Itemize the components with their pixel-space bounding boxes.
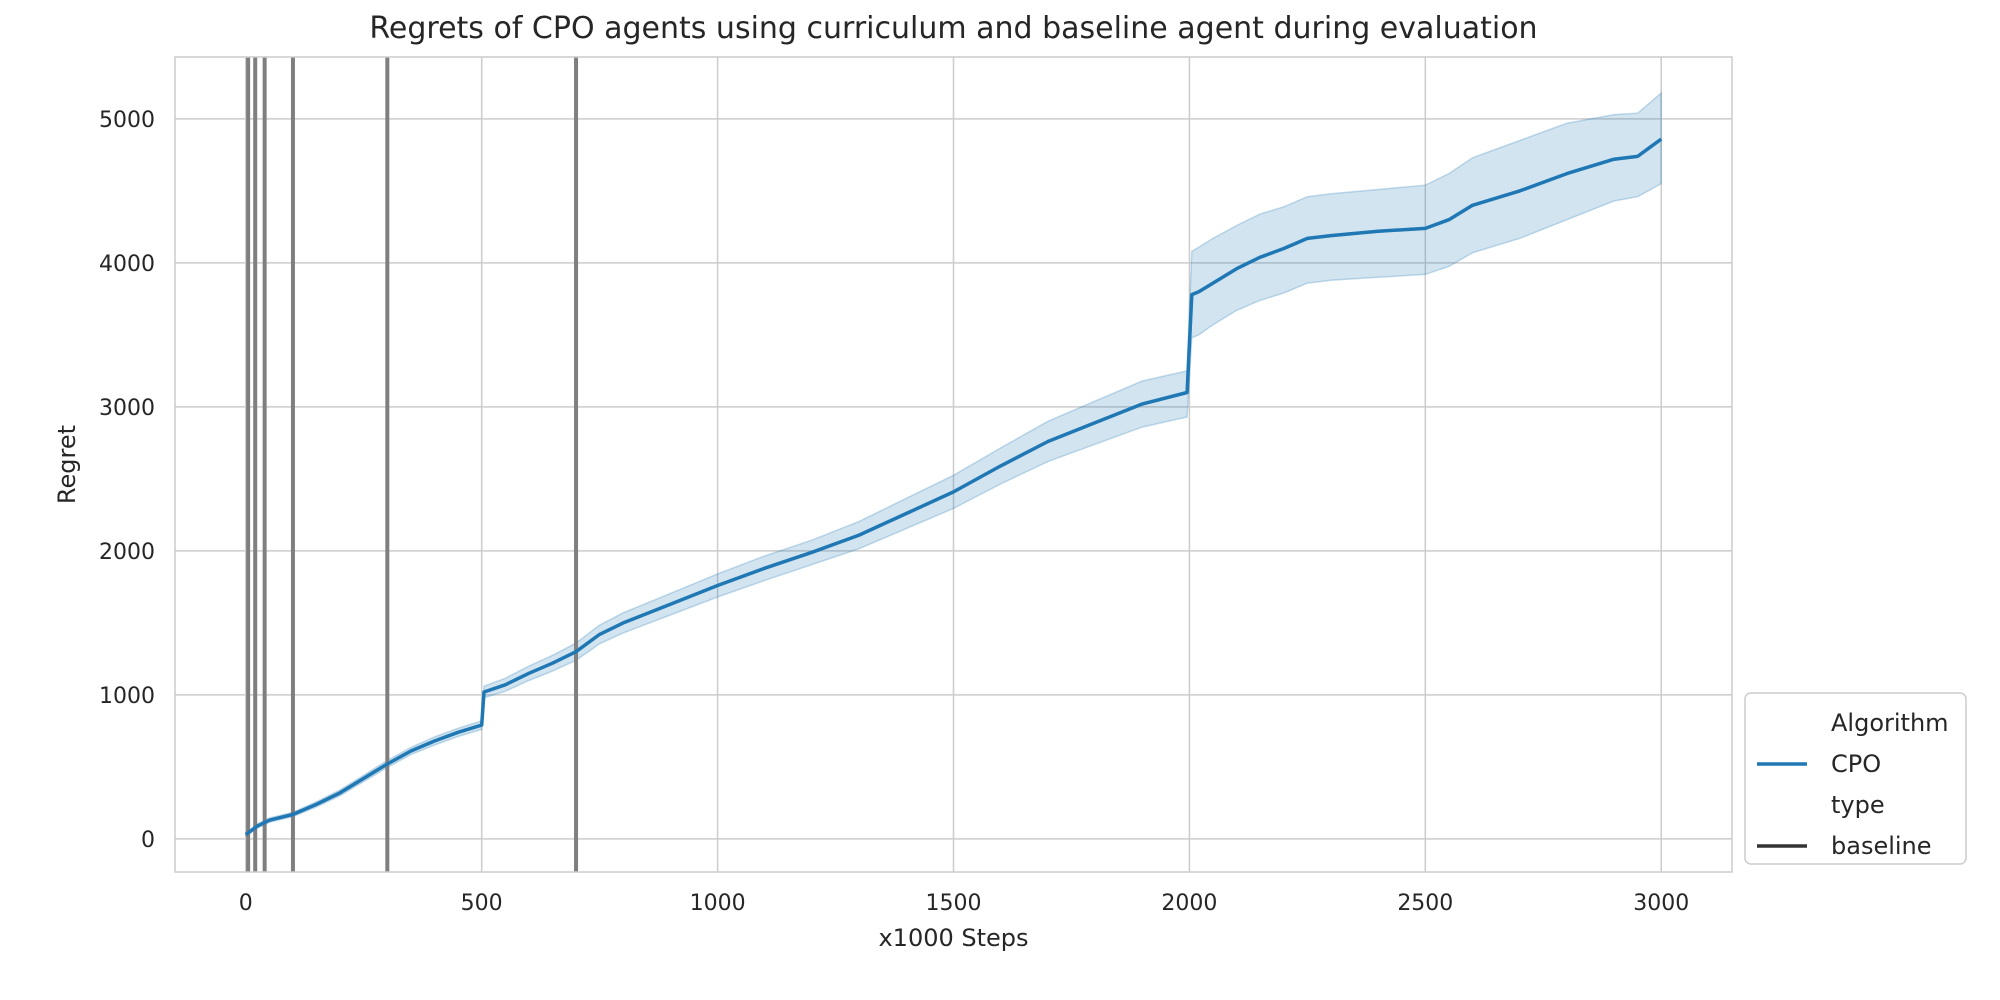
legend-entry-type: type bbox=[1831, 791, 1885, 819]
legend-entry-baseline: baseline bbox=[1831, 832, 1932, 860]
y-tick-label: 0 bbox=[141, 828, 155, 853]
legend-entry-algorithm: Algorithm bbox=[1831, 709, 1949, 737]
y-tick-labels: 0 1000 2000 3000 4000 5000 bbox=[99, 108, 155, 853]
legend-entry-cpo: CPO bbox=[1831, 750, 1881, 778]
series-lines bbox=[244, 137, 1663, 837]
x-axis-label: x1000 Steps bbox=[878, 924, 1028, 952]
x-tick-label: 3000 bbox=[1633, 891, 1689, 916]
y-tick-label: 1000 bbox=[99, 684, 155, 709]
y-tick-label: 3000 bbox=[99, 396, 155, 421]
y-tick-label: 4000 bbox=[99, 252, 155, 277]
x-tick-label: 1500 bbox=[926, 891, 982, 916]
x-tick-label: 2500 bbox=[1397, 891, 1453, 916]
y-tick-label: 2000 bbox=[99, 540, 155, 565]
x-tick-label: 500 bbox=[461, 891, 503, 916]
legend: Algorithm CPO type baseline bbox=[1744, 692, 1967, 865]
plot-frame bbox=[174, 56, 1733, 873]
x-tick-label: 2000 bbox=[1161, 891, 1217, 916]
baseline-lines bbox=[246, 57, 579, 872]
y-axis-label: Regret bbox=[53, 425, 81, 504]
x-tick-label: 1000 bbox=[690, 891, 746, 916]
grid bbox=[175, 57, 1732, 872]
series-line-cpo bbox=[244, 137, 1663, 837]
chart-title: Regrets of CPO agents using curriculum a… bbox=[369, 11, 1537, 46]
legend-box bbox=[1744, 692, 1967, 865]
x-tick-labels: 0 500 1000 1500 2000 2500 3000 bbox=[239, 891, 1689, 916]
y-tick-label: 5000 bbox=[99, 108, 155, 133]
x-tick-label: 0 bbox=[239, 891, 253, 916]
